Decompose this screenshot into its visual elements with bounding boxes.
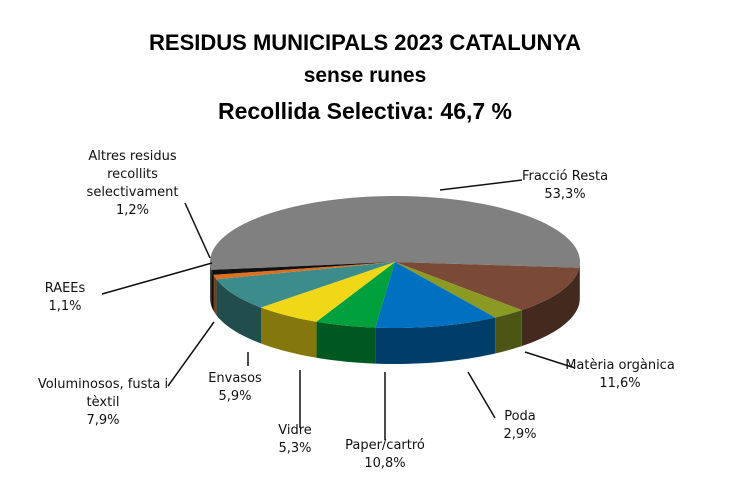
value-label: 5,9% (218, 389, 252, 404)
leader-line (467, 371, 496, 419)
chart-subtitle: sense runes (303, 64, 427, 87)
category-label: Poda (504, 409, 536, 424)
slice-side (261, 307, 317, 358)
data-label: Envasos 5,9% (200, 370, 270, 406)
category-label: Altres residus recollits selectivament (86, 149, 179, 200)
slice (316, 262, 395, 328)
slice (216, 262, 395, 308)
leader-line (524, 351, 576, 369)
value-label: 2,9% (503, 427, 537, 442)
category-label: Envasos (208, 371, 262, 386)
value-label: 11,6% (599, 376, 641, 391)
slice (213, 262, 395, 280)
category-label: Fracció Resta (521, 169, 609, 184)
slice-side (495, 310, 522, 354)
category-label: Vidre (278, 423, 312, 438)
data-label: Altres residus recollits selectivament 1,… (80, 148, 185, 220)
slice-side (211, 269, 214, 311)
value-label: 5,3% (278, 441, 312, 456)
slice-side (216, 279, 262, 344)
chart-title: RESIDUS MUNICIPALS 2023 CATALUNYA (149, 30, 581, 55)
slice-side (579, 262, 580, 304)
slice (375, 262, 496, 328)
value-label: 1,2% (115, 203, 150, 218)
category-label: RAEEs (44, 281, 86, 296)
value-label: 1,1% (48, 299, 82, 314)
slice-side (210, 262, 212, 306)
slice (261, 262, 395, 322)
data-label: RAEEs 1,1% (35, 280, 95, 316)
data-label: Poda 2,9% (490, 408, 550, 444)
value-label: 53,3% (544, 187, 586, 202)
leader-line (439, 179, 523, 191)
value-label: 7,9% (86, 413, 120, 428)
data-label: Matèria orgànica 11,6% (555, 357, 685, 393)
slice-side (213, 274, 217, 316)
data-label: Fracció Resta 53,3% (500, 168, 630, 204)
leader-line (167, 321, 215, 387)
slice (210, 196, 580, 270)
slice (211, 262, 395, 275)
category-label: Paper/cartró (345, 438, 425, 453)
slice-side (316, 321, 376, 364)
category-label: Matèria orgànica (565, 358, 675, 373)
slice (395, 262, 580, 311)
category-label: Voluminosos, fusta i tèxtil (37, 377, 169, 410)
annotation: Recollida Selectiva: 46,7 % (217, 98, 513, 124)
data-label: Paper/cartró 10,8% (335, 437, 435, 473)
leader-line (101, 262, 213, 295)
slice-side (375, 317, 496, 364)
slice-side (521, 267, 580, 347)
data-label: Vidre 5,3% (265, 422, 325, 458)
leader-line (184, 202, 211, 259)
data-label: Voluminosos, fusta i tèxtil 7,9% (28, 376, 178, 430)
value-label: 10,8% (364, 456, 406, 471)
slice (395, 262, 522, 318)
